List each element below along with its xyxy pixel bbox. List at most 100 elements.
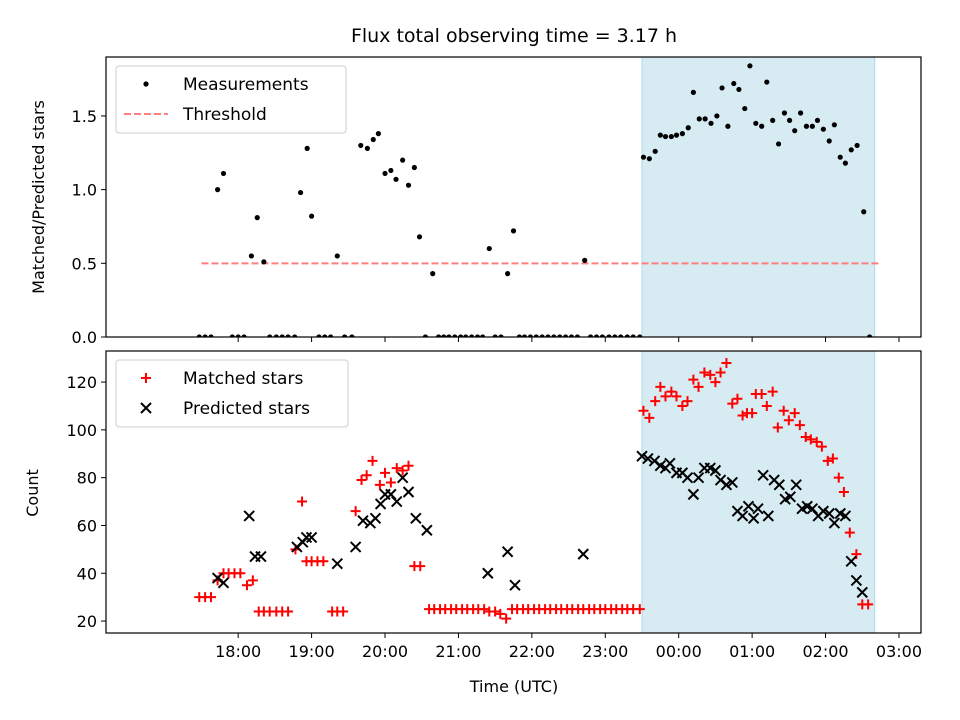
matched-star-point (666, 386, 677, 397)
matched-star-point (747, 408, 758, 419)
predicted-star-point (217, 577, 230, 589)
matched-star-point (490, 606, 501, 617)
matched-star-point (783, 415, 794, 426)
measurement-point (809, 123, 815, 129)
measurement-point (719, 85, 725, 91)
measurement-point (702, 116, 708, 122)
matched-star-point (638, 405, 649, 416)
series-predicted-stars (211, 450, 868, 599)
x-tick-label: 20:00 (362, 642, 408, 661)
measurement-point (463, 334, 469, 337)
predicted-star-point (331, 557, 343, 570)
predicted-star-point (736, 510, 749, 522)
measurement-point (334, 253, 340, 259)
predicted-star-point (664, 457, 676, 470)
x-tick-label: 00:00 (656, 642, 702, 661)
measurement-point (545, 334, 551, 337)
matched-star-point (727, 398, 738, 409)
legend: Measurements Threshold (115, 65, 347, 134)
measurement-point (364, 145, 370, 151)
predicted-star-point (784, 491, 797, 503)
measurement-point (673, 132, 680, 138)
measurement-point (551, 334, 557, 337)
matched-star-point (811, 436, 822, 447)
matched-star-point (838, 487, 849, 497)
measurement-point (510, 228, 517, 234)
measurement-point (400, 157, 406, 163)
measurement-point (753, 120, 759, 126)
measurement-point (202, 334, 208, 337)
measurement-point (867, 334, 873, 337)
matched-star-point (660, 391, 671, 402)
matched-star-point (863, 599, 874, 610)
measurement-point (229, 334, 235, 337)
predicted-star-point (577, 548, 589, 560)
matched-star-point (650, 396, 661, 407)
predicted-star-point (636, 450, 648, 462)
predicted-star-point (845, 555, 857, 568)
measurement-point (342, 334, 348, 337)
measurement-point (854, 142, 860, 149)
measurement-point (662, 133, 669, 140)
measurement-point (446, 334, 452, 337)
predicted-star-point (681, 471, 694, 484)
matched-star-point (361, 470, 372, 481)
y-tick-label: 100 (66, 421, 97, 440)
matched-star-point (816, 441, 827, 452)
measurement-point (742, 105, 748, 112)
matched-star-point (415, 561, 426, 572)
predicted-star-point (509, 579, 521, 591)
matched-star-point (833, 472, 844, 483)
measurement-point (690, 89, 696, 95)
measurement-point (349, 334, 355, 337)
predicted-star-point (357, 514, 369, 527)
matched-star-point (682, 396, 693, 407)
predicted-star-point (752, 503, 764, 515)
measurement-point (668, 133, 674, 140)
matched-star-point (501, 613, 512, 624)
measurement-point (273, 334, 279, 337)
measurement-point (652, 148, 658, 154)
matched-star-point (644, 412, 655, 423)
measurement-point (436, 334, 442, 337)
predicted-star-point (255, 550, 267, 563)
x-tick-label: 18:00 (215, 642, 261, 661)
measurement-point (492, 334, 498, 337)
predicted-star-point (762, 510, 774, 522)
matched-star-point (297, 496, 308, 507)
measurement-point (308, 213, 315, 219)
matched-star-point (403, 460, 414, 471)
predicted-star-point (501, 546, 514, 558)
y-tick-label: 1.0 (72, 181, 97, 200)
matched-star-point (699, 367, 710, 378)
measurement-point (708, 120, 714, 126)
measurement-point (696, 116, 702, 122)
matched-star-point (677, 400, 688, 411)
measurement-point (624, 334, 630, 337)
matched-star-point (710, 377, 721, 388)
matched-star-point (495, 608, 506, 619)
matched-star-point (794, 420, 805, 431)
measurement-point (599, 334, 605, 337)
predicted-star-point (773, 479, 786, 491)
measurement-point (747, 63, 753, 69)
predicted-star-point (709, 464, 722, 477)
measurement-point (539, 334, 545, 337)
measurement-point (486, 245, 492, 252)
measurement-point (557, 334, 563, 337)
measurement-point (640, 154, 647, 160)
predicted-star-point (817, 505, 830, 517)
legend-label: Measurements (183, 75, 309, 95)
matched-star-point (235, 568, 246, 579)
matched-star-point (800, 432, 811, 443)
legend-box (115, 65, 347, 134)
y-tick-label: 120 (66, 373, 97, 392)
measurement-point (820, 126, 826, 132)
measurement-point (480, 334, 486, 337)
measurement-point (563, 334, 569, 337)
x-tick-label: 02:00 (802, 642, 848, 661)
matched-star-point (350, 506, 361, 517)
measurement-point (235, 334, 241, 337)
measurement-point (582, 257, 588, 263)
measurement-point (764, 79, 770, 85)
